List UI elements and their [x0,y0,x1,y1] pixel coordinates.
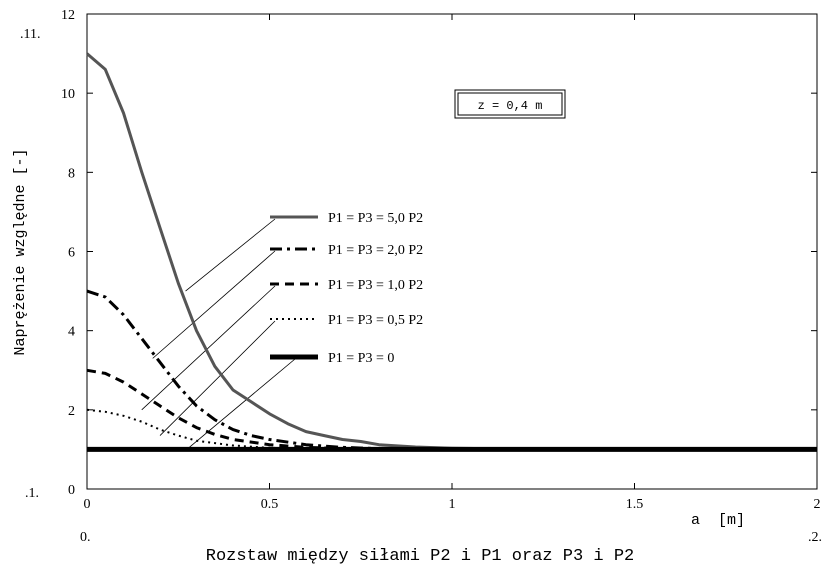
legend-label: P1 = P3 = 1,0 P2 [328,278,423,293]
legend-label: P1 = P3 = 5,0 P2 [328,211,423,226]
x-tick-label: 1.5 [626,497,644,512]
legend-leader-line [152,250,276,359]
y-tick-label: 6 [68,246,75,261]
x-tick-label: 1 [449,497,456,512]
legend: P1 = P3 = 5,0 P2 P1 = P3 = 2,0 P2 P1 = P3 … [270,211,423,366]
y-tick-label: 8 [68,166,75,181]
y-tick-label: 2 [68,404,75,419]
series-line [86,52,817,451]
legend-label: P1 = P3 = 2,0 P2 [328,243,423,258]
y-tick-label: 12 [61,8,75,23]
y-tick-label: 4 [68,325,75,340]
annotation-box: z = 0,4 m [454,89,566,119]
corner-label-xmin: 0. [80,530,91,545]
legend-leader-line [141,285,276,411]
x-axis-unit-label: a [m] [691,512,745,529]
corner-label-xmax: .2. [808,530,822,545]
series-group [86,52,817,452]
legend-leader-line [188,358,296,448]
plot-frame [86,13,818,490]
x-tick-label: 0 [84,497,91,512]
legend-leader-line [159,320,276,436]
legend-leader-line [185,218,276,292]
series-line [86,408,817,451]
legend-label: P1 = P3 = 0,5 P2 [328,313,423,328]
y-tick-label: 10 [61,87,75,102]
y-axis-label: Naprężenie względne [-] [12,148,29,355]
annotation-text: z = 0,4 m [478,99,543,113]
axis-ticks: 0 2 4 6 8 10 12 0 0.5 1 1.5 2 [61,8,821,512]
x-tick-label: 2 [814,497,821,512]
y-tick-label: 0 [68,483,75,498]
x-tick-label: 0.5 [261,497,279,512]
series-line [86,289,817,451]
series-line [86,368,817,451]
legend-label: P1 = P3 = 0 [328,351,394,366]
corner-label-ymin: .1. [25,486,39,501]
legend-leader-lines [141,218,296,448]
corner-label-ymax: .11. [20,27,40,42]
x-axis-label: Rozstaw między siłami P2 i P1 oraz P3 i … [206,547,634,566]
